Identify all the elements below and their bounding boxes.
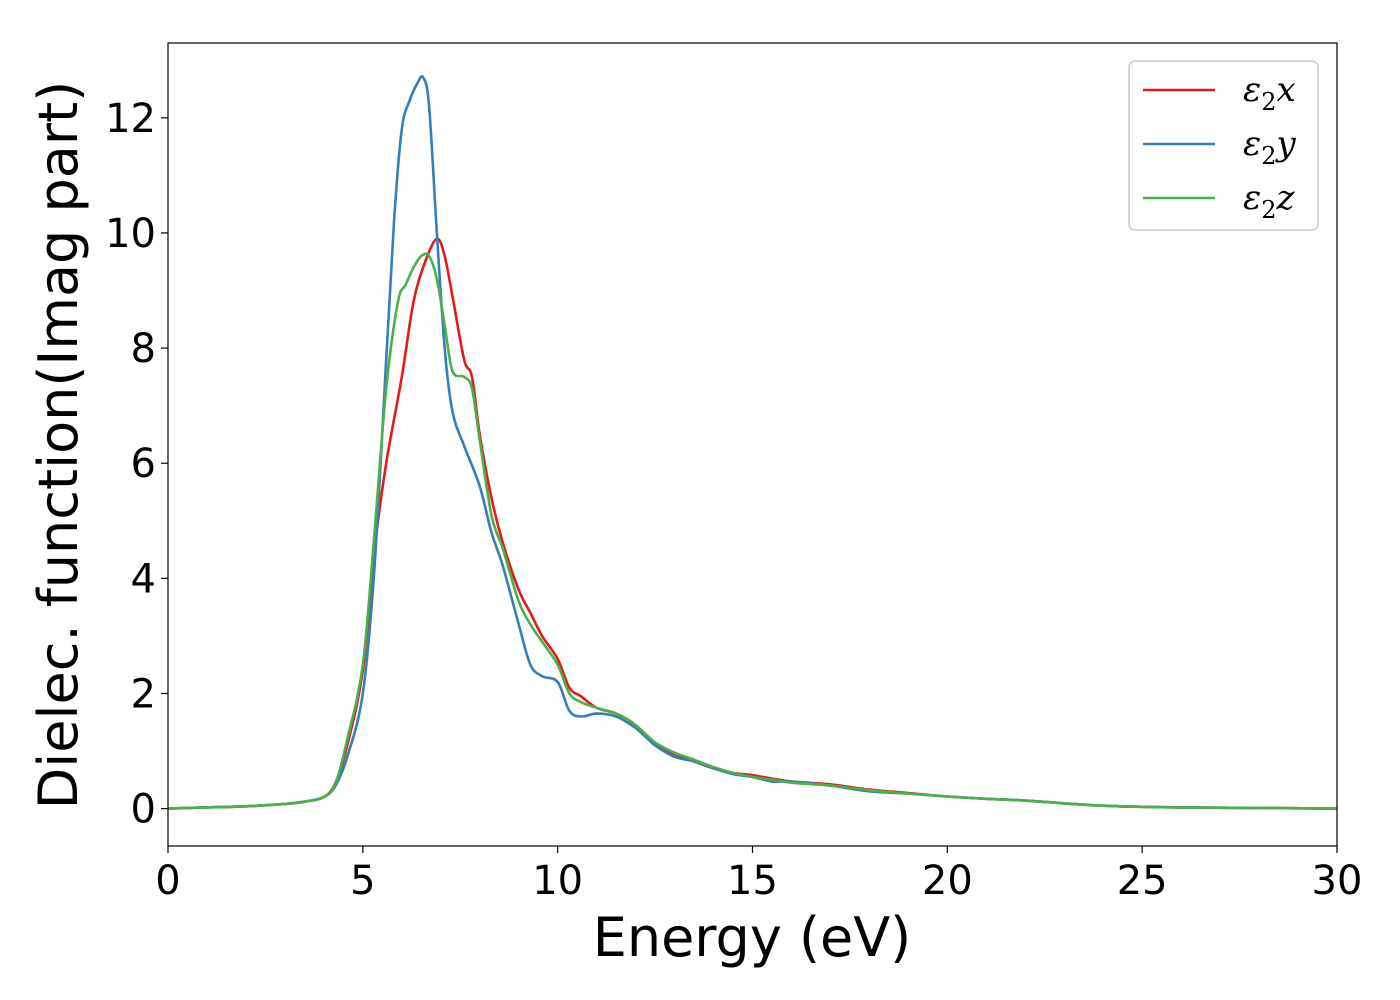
y-tick-label: 10 (105, 211, 156, 257)
y-tick-label: 4 (131, 556, 156, 602)
x-axis-label: Energy (eV) (593, 906, 912, 969)
x-tick-label: 25 (1117, 858, 1168, 904)
x-tick-label: 0 (155, 858, 180, 904)
x-tick-label: 15 (727, 858, 778, 904)
y-axis-ticks: 0 2 4 6 8 10 12 (105, 96, 168, 833)
legend-label-1: ε2x (1243, 70, 1296, 116)
y-tick-label: 0 (131, 787, 156, 833)
legend-label-2: ε2y (1243, 124, 1297, 170)
legend-label-3: ε2z (1243, 178, 1296, 224)
y-tick-label: 2 (131, 671, 156, 717)
legend-box (1128, 60, 1319, 231)
x-axis-ticks: 0 5 10 15 20 25 30 (155, 846, 1362, 904)
y-tick-label: 8 (131, 326, 156, 372)
y-axis-label: Dielec. function(Imag part) (27, 81, 90, 810)
series-layer (168, 74, 1337, 810)
y-tick-label: 12 (105, 96, 156, 142)
x-tick-label: 10 (532, 858, 583, 904)
x-tick-label: 5 (350, 858, 375, 904)
series-line-3 (168, 252, 1337, 810)
x-tick-label: 30 (1312, 858, 1363, 904)
x-tick-label: 20 (922, 858, 973, 904)
legend: ε2x ε2y ε2z (1128, 60, 1319, 231)
y-tick-label: 6 (131, 441, 156, 487)
